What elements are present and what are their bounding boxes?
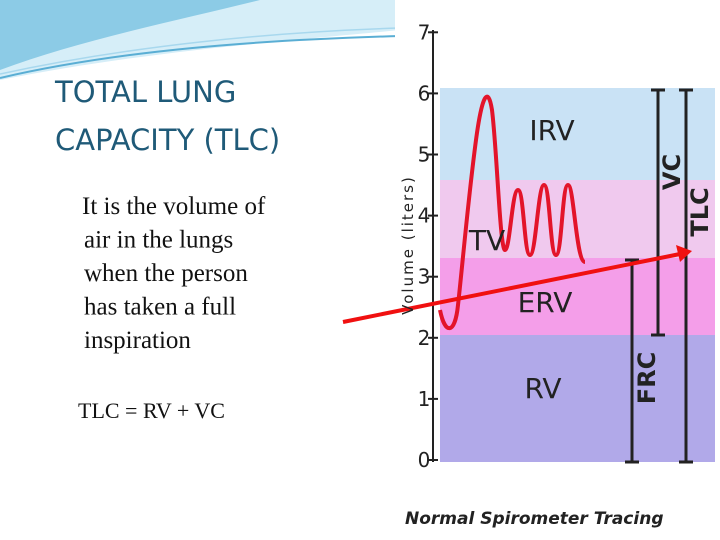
region-label: RV — [524, 372, 561, 405]
bracket-label: VC — [658, 154, 686, 190]
title: CAPACITY (TLC) — [55, 123, 280, 157]
arrow-head — [676, 245, 692, 262]
region-label: TV — [468, 224, 505, 257]
region-irv — [440, 88, 715, 180]
caption: Normal Spirometer Tracing — [405, 509, 664, 529]
region-erv — [440, 258, 715, 335]
formula: TLC = RV + VC — [78, 398, 225, 423]
y-tick-label: 5 — [418, 143, 431, 167]
y-axis-label: Volume (liters) — [399, 175, 417, 315]
title: TOTAL LUNG — [54, 75, 236, 109]
body-text: has taken a full — [84, 294, 236, 321]
brackets — [625, 88, 693, 464]
decor-line — [0, 27, 401, 75]
y-tick-label: 7 — [418, 20, 431, 44]
y-tick-label: 1 — [418, 387, 431, 411]
bracket-label: TLC — [686, 187, 714, 236]
bracket-label: FRC — [633, 352, 661, 405]
body-text: air in the lungs — [84, 227, 233, 254]
spirometer-trace — [438, 94, 587, 331]
body-text: It is the volume of — [82, 193, 266, 220]
text-block: TOTAL LUNG CAPACITY (TLC) It is the volume… — [54, 75, 280, 423]
y-tick-label: 4 — [418, 204, 431, 228]
y-tick-label: 6 — [418, 81, 431, 105]
body-text: when the person — [84, 260, 248, 287]
arrow — [342, 252, 681, 324]
y-tick-label: 0 — [418, 448, 431, 472]
body-text: inspiration — [84, 327, 191, 354]
y-tick-label: 3 — [418, 265, 431, 289]
y-tick-label: 2 — [418, 326, 431, 350]
region-rv — [440, 335, 715, 462]
decor-wave — [0, 0, 260, 70]
decor-line — [0, 35, 401, 79]
region-label: IRV — [529, 114, 574, 147]
region-label: ERV — [518, 286, 573, 319]
